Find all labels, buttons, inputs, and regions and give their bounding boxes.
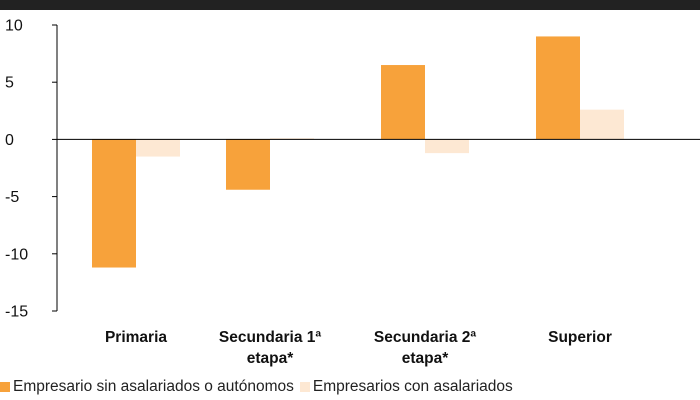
x-category-label: Secundaria 2ª etapa* (374, 329, 476, 367)
x-category-label-line: Secundaria 1ª (219, 329, 321, 346)
legend-label: Empresario sin asalariados o autónomos (13, 378, 294, 395)
y-tick-label: -10 (5, 246, 28, 263)
bar-series-1-2 (226, 139, 270, 190)
y-tick-label: 10 (5, 18, 23, 35)
y-axis: 10 5 0 -5 -10 -15 (5, 18, 58, 321)
x-category-label: Primaria (105, 329, 167, 346)
legend: Empresario sin asalariados o autónomos Em… (0, 377, 700, 397)
x-category-label: Superior (548, 329, 612, 346)
bar-series-1-3 (381, 65, 425, 140)
bar-series-2-4 (580, 109, 624, 140)
bars (92, 36, 624, 268)
x-axis-labels: Primaria Secundaria 1ª etapa*Secundaria 2ª… (105, 329, 612, 367)
x-category-label: Secundaria 1ª etapa* (219, 329, 321, 367)
y-tick-label: -5 (5, 189, 19, 206)
bar-series-1-4 (536, 36, 580, 140)
y-tick-label: 5 (5, 75, 14, 92)
y-tick-label: 0 (5, 132, 14, 149)
x-category-label-line: Superior (548, 329, 612, 346)
bar-series-2-1 (136, 139, 180, 157)
y-tick-label: -15 (5, 304, 28, 321)
x-category-label-line: etapa* (402, 350, 449, 367)
bar-series-2-3 (425, 139, 469, 154)
legend-item-1: Empresario sin asalariados o autónomos (0, 378, 294, 396)
bar-series-1-1 (92, 139, 136, 268)
x-category-label-line: Primaria (105, 329, 167, 346)
bar-series-2-2 (270, 138, 314, 140)
top-bar (0, 0, 700, 10)
legend-label: Empresarios con asalariados (312, 378, 513, 395)
x-category-label-line: Secundaria 2ª (374, 329, 476, 346)
legend-swatch (0, 382, 10, 392)
legend-item-2: Empresarios con asalariados (299, 378, 513, 396)
x-category-label-line: etapa* (247, 350, 294, 367)
legend-swatch (299, 382, 310, 392)
